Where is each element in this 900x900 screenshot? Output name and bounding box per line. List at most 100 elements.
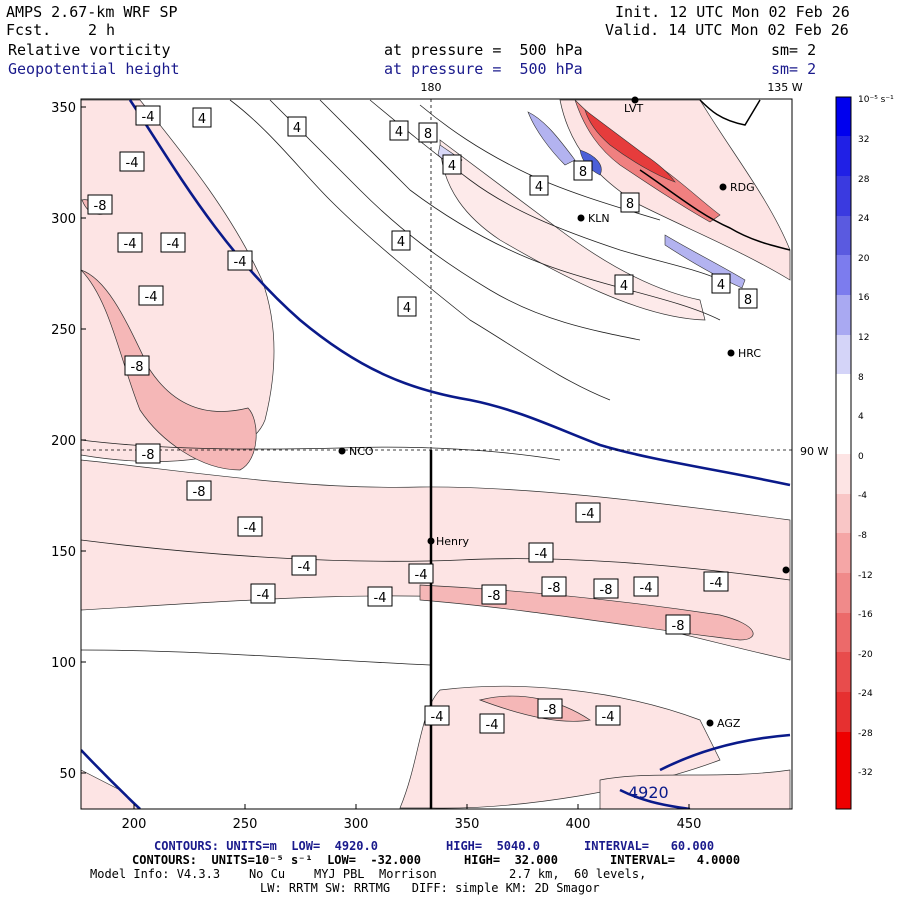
svg-text:4: 4	[717, 278, 725, 293]
station-henry[interactable]: Henry	[427, 535, 470, 548]
height-contour-label: 4920	[628, 783, 669, 802]
station-lvt[interactable]: LVT	[624, 96, 643, 116]
forecast-value: 2 h	[88, 21, 116, 39]
colorbar-tick: -28	[858, 729, 873, 739]
contour-label: -4	[424, 705, 450, 726]
svg-text:-4: -4	[142, 110, 155, 125]
svg-text:-4: -4	[298, 560, 311, 575]
colorbar-tick: -16	[858, 610, 873, 620]
contour-label: 4	[192, 107, 212, 128]
y-tick-label: 200	[51, 434, 76, 449]
field1-smoothing: sm= 2	[771, 41, 817, 59]
svg-text:KLN: KLN	[588, 212, 610, 225]
contour-label: -4	[408, 563, 434, 584]
y-tick-label: 250	[51, 323, 76, 338]
contour-label: -4	[703, 571, 729, 592]
contour-label: 4	[529, 175, 549, 196]
contour-label: 4	[711, 273, 731, 294]
station-agz[interactable]: AGZ	[706, 717, 741, 730]
contour-label: -4	[119, 151, 145, 172]
contour-label: -8	[665, 614, 691, 635]
forecast-label: Fcst.	[6, 21, 52, 39]
height-contour-info-c: INTERVAL= 60.000	[584, 839, 715, 853]
svg-text:4: 4	[620, 279, 628, 294]
svg-text:-8: -8	[488, 589, 501, 604]
station-nco[interactable]: NCO	[338, 445, 374, 458]
svg-text:NCO: NCO	[349, 445, 374, 458]
station-hrc[interactable]: HRC	[727, 347, 762, 360]
contour-label: -8	[541, 576, 567, 597]
contour-label: -8	[537, 698, 563, 719]
latitude-90w-label: 90 W	[800, 445, 828, 458]
svg-text:4: 4	[448, 159, 456, 174]
field1-level: at pressure = 500 hPa	[384, 41, 583, 59]
contour-label: -4	[117, 232, 143, 253]
contour-label: 4	[442, 154, 462, 175]
svg-text:-4: -4	[486, 718, 499, 733]
colorbar-tick: 8	[858, 373, 864, 383]
init-time: Init. 12 UTC Mon 02 Feb 26	[615, 3, 850, 21]
colorbar-tick: -8	[858, 531, 867, 541]
station-marker-edge	[782, 566, 790, 574]
contour-label: -4	[227, 250, 253, 271]
field2-smoothing: sm= 2	[771, 60, 817, 78]
colorbar-ticks: 32 28 24 20 16 12 8 4 0 -4 -8 -12 -16 -2…	[858, 135, 873, 778]
colorbar-unit: 10⁻⁵ s⁻¹	[858, 95, 894, 105]
x-tick-label: 350	[455, 817, 480, 832]
svg-text:4: 4	[395, 125, 403, 140]
y-tick-labels: 350 300 250 200 150 100 50	[51, 101, 76, 782]
contour-label: -8	[87, 194, 113, 215]
x-tick-label: 250	[233, 817, 258, 832]
vorticity-contour-info-a: CONTOURS: UNITS=10⁻⁵ s⁻¹ LOW= -32.000	[132, 853, 421, 867]
contour-label: 8	[738, 288, 758, 309]
contour-label: -4	[291, 555, 317, 576]
svg-text:-8: -8	[544, 703, 557, 718]
colorbar-tick: -20	[858, 650, 873, 660]
svg-text:-8: -8	[94, 199, 107, 214]
contour-label: -4	[237, 516, 263, 537]
station-kln[interactable]: KLN	[577, 212, 610, 225]
contour-label: 8	[418, 122, 438, 143]
plot-frame	[80, 98, 793, 810]
contour-label: -4	[479, 713, 505, 734]
vorticity-contour-info-c: INTERVAL= 4.0000	[610, 853, 741, 867]
station-rdg[interactable]: RDG	[719, 181, 755, 194]
svg-text:8: 8	[744, 293, 752, 308]
meridian-180-label: 180	[421, 81, 442, 94]
valid-time: Valid. 14 UTC Mon 02 Feb 26	[605, 21, 849, 39]
x-ticks	[133, 804, 690, 809]
colorbar-tick: 0	[858, 452, 864, 462]
svg-text:-4: -4	[535, 547, 548, 562]
contour-labels: -4 4 4 4 8 -4 -8 -4 -4 -4 -4 -8 -8 -8 -4…	[87, 105, 758, 734]
svg-text:4: 4	[535, 180, 543, 195]
field1-name: Relative vorticity	[8, 41, 171, 59]
svg-text:-4: -4	[124, 237, 137, 252]
svg-text:-4: -4	[582, 507, 595, 522]
contour-label: -8	[481, 584, 507, 605]
field2-level: at pressure = 500 hPa	[384, 60, 583, 78]
colorbar-tick: 12	[858, 333, 869, 343]
contour-label: -4	[135, 105, 161, 126]
contour-label: -4	[528, 542, 554, 563]
contour-label: 8	[573, 160, 593, 181]
contour-label: -8	[135, 443, 161, 464]
x-tick-label: 400	[566, 817, 591, 832]
svg-text:4: 4	[397, 235, 405, 250]
svg-text:4: 4	[198, 112, 206, 127]
height-contour-info-b: HIGH= 5040.0	[446, 839, 540, 853]
contour-label: -4	[250, 583, 276, 604]
contour-label: 4	[389, 120, 409, 141]
svg-text:AGZ: AGZ	[717, 717, 741, 730]
svg-text:8: 8	[579, 165, 587, 180]
svg-text:-4: -4	[126, 156, 139, 171]
y-tick-label: 100	[51, 656, 76, 671]
model-info: Model Info: V4.3.3 No Cu MYJ PBL Morriso…	[90, 867, 647, 881]
vorticity-contour-info-b: HIGH= 32.000	[464, 853, 558, 867]
colorbar-tick: 4	[858, 412, 864, 422]
physics-info: LW: RRTM SW: RRTMG DIFF: simple KM: 2D S…	[260, 881, 600, 895]
x-tick-label: 300	[344, 817, 369, 832]
colorbar-tick: -24	[858, 689, 873, 699]
y-tick-label: 150	[51, 545, 76, 560]
svg-text:-4: -4	[415, 568, 428, 583]
contour-label: -4	[633, 576, 659, 597]
